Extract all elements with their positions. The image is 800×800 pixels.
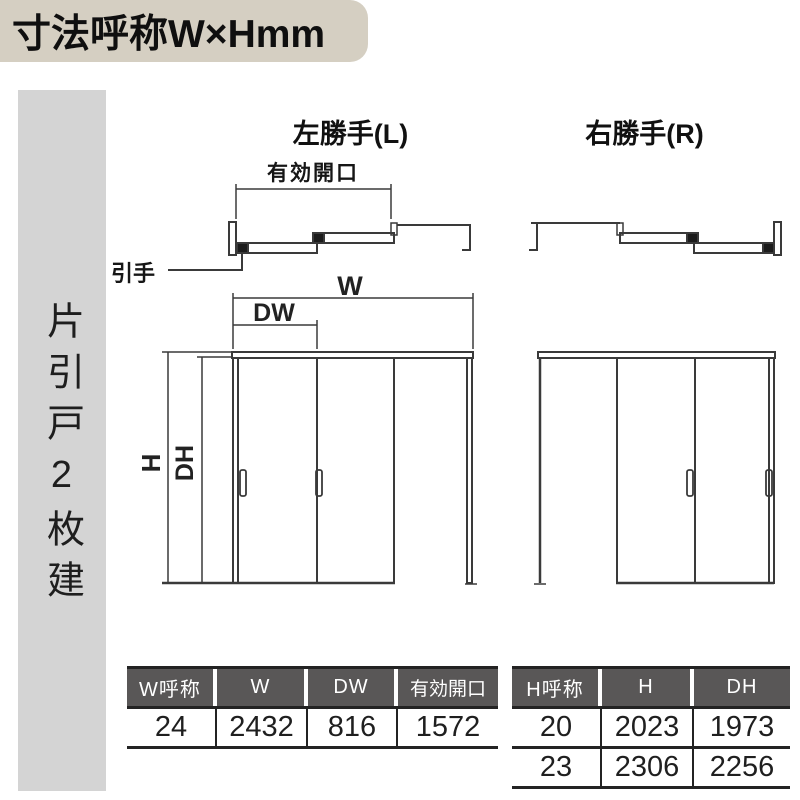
pull-handle-leader-line [168, 252, 243, 271]
table-row: 24 2432 816 1572 [127, 706, 498, 746]
right-hand-title: 右勝手(R) [585, 119, 704, 149]
table-row: 20 2023 1973 [512, 706, 790, 746]
table-cell: 23 [512, 749, 602, 786]
table-row: 23 2306 2256 [512, 746, 790, 786]
width-spec-table: W呼称 W DW 有効開口 24 2432 816 1572 [127, 666, 498, 749]
pull-handle-icon [312, 232, 325, 244]
table-header-row: H呼称 H DH [512, 669, 790, 706]
table-cell: 2023 [602, 709, 694, 746]
pull-handle-icon [762, 242, 775, 254]
dim-w-label: W [337, 271, 363, 301]
table-header-cell: W [217, 669, 308, 706]
table-cell: 2306 [602, 749, 694, 786]
height-spec-table: H呼称 H DH 20 2023 1973 23 2306 2256 [512, 666, 790, 789]
table-header-cell: H呼称 [512, 669, 602, 706]
elevation-right-hand [534, 351, 776, 585]
left-jamb [228, 221, 237, 256]
table-header-cell: W呼称 [127, 669, 217, 706]
top-rail [537, 351, 776, 359]
door-pull-icon [239, 469, 247, 497]
right-jamb [773, 221, 782, 256]
table-header-cell: DW [308, 669, 398, 706]
product-type-strip: 片引戸2枚建 [18, 90, 106, 791]
table-cell: 2256 [709, 751, 775, 783]
table-header-cell: 有効開口 [398, 669, 498, 706]
table-header-cell: DH [694, 669, 790, 706]
elevation-left-hand [162, 293, 477, 585]
effective-opening-label: 有効開口 [267, 162, 359, 185]
product-type-label: 片引戸2枚建 [40, 300, 83, 611]
dim-dh-label: DH [170, 444, 199, 482]
page-title: 寸法呼称W×Hmm [12, 13, 326, 56]
pull-handle-icon [686, 232, 699, 244]
top-rail [231, 351, 474, 359]
rear-door-panel [312, 232, 395, 244]
closing-edge [232, 357, 239, 584]
table-cell: 816 [308, 709, 398, 746]
dim-dw-label: DW [253, 299, 295, 327]
door-pull-icon [686, 469, 694, 497]
door-pull-icon [765, 469, 773, 497]
pull-handle-label: 引手 [111, 261, 156, 286]
table-header-row: W呼称 W DW 有効開口 [127, 669, 498, 706]
table-cell: 1973 [709, 711, 775, 743]
plan-view-right-hand [529, 221, 782, 256]
table-cell: 20 [512, 709, 602, 746]
table-cell: 1572 [415, 711, 481, 743]
pull-handle-icon [236, 242, 249, 254]
plan-view-left-hand [168, 184, 471, 271]
frame-edge [466, 357, 473, 584]
door-pull-icon [315, 469, 323, 497]
left-hand-title: 左勝手(L) [292, 119, 409, 149]
table-cell: 2432 [217, 709, 308, 746]
table-cell: 24 [127, 709, 217, 746]
table-header-cell: H [602, 669, 694, 706]
title-banner: 寸法呼称W×Hmm [0, 0, 368, 62]
